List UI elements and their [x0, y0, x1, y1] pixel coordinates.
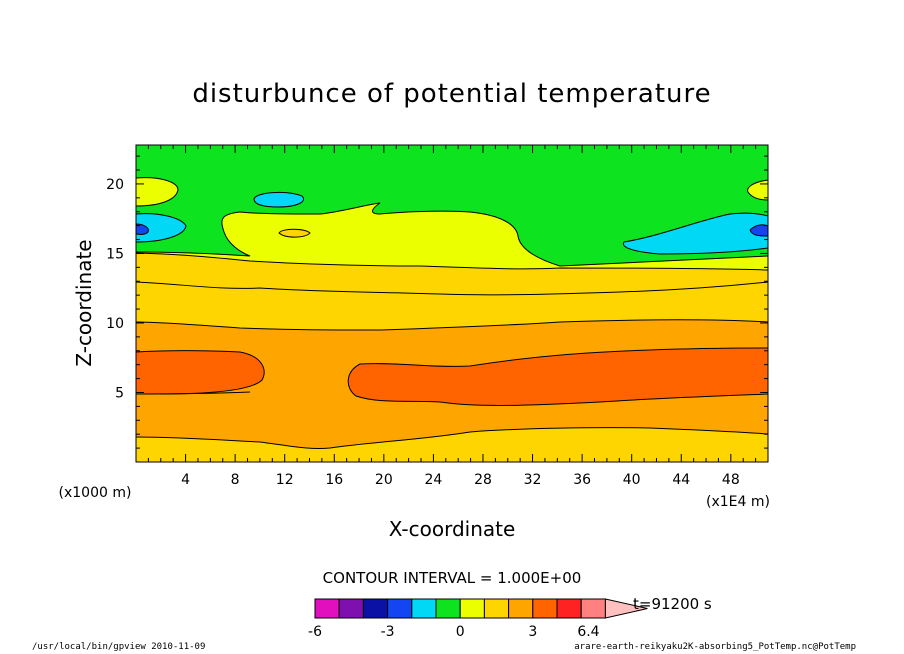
y-tick-label: 20	[106, 177, 124, 193]
x-scale-note: (x1E4 m)	[706, 494, 770, 510]
colorbar-label: 3	[528, 624, 537, 640]
contour-line	[623, 212, 769, 243]
plot-area	[135, 144, 769, 463]
contour-line	[359, 347, 769, 367]
x-tick-label: 40	[623, 472, 641, 488]
band-redorange-left	[136, 350, 265, 394]
contour-line	[135, 427, 769, 450]
colorbar: -6 -3 0 3 6.4	[308, 598, 648, 640]
blob-yellow-topright	[747, 180, 768, 200]
y-scale-note: (x1000 m)	[59, 485, 132, 501]
colorbar-arrow	[604, 598, 648, 619]
plot-frame	[135, 144, 769, 463]
blob-cyan-right	[623, 213, 768, 254]
contour-interval-text: CONTOUR INTERVAL = 1.000E+00	[323, 569, 582, 587]
colorbar-box	[435, 598, 461, 619]
y-tick-label: 10	[106, 316, 124, 332]
x-tick-label: 48	[722, 472, 740, 488]
blob-cyan-top	[254, 192, 304, 207]
x-tick-label: 4	[181, 472, 190, 488]
x-tick-label: 32	[524, 472, 542, 488]
x-tick-label: 20	[375, 472, 393, 488]
x-tick-label: 12	[276, 472, 294, 488]
contour-line	[135, 177, 179, 207]
colorbar-box	[411, 598, 437, 619]
contour-line	[135, 252, 769, 271]
colorbar-label: 6.4	[577, 624, 599, 640]
contour-line	[747, 179, 769, 201]
x-tick-label: 16	[325, 472, 343, 488]
x-tick-label: 36	[573, 472, 591, 488]
contour-line	[622, 241, 769, 255]
contour-line	[278, 228, 311, 238]
blob-cyan-left	[136, 213, 186, 242]
contour-line	[135, 213, 187, 243]
colorbar-box	[459, 598, 485, 619]
x-axis: 4 8 12 16 20 24 28 32 36 40 44 48	[147, 145, 757, 488]
colorbar-box	[314, 598, 340, 619]
colorbar-box	[338, 598, 364, 619]
colorbar-label: -3	[381, 624, 395, 640]
blob-blue-right	[750, 224, 768, 236]
band-green	[136, 145, 768, 266]
blob-orange-small	[279, 229, 310, 238]
footer-left: /usr/local/bin/gpview 2010-11-09	[32, 642, 206, 652]
contour-line	[135, 281, 769, 296]
colorbar-box	[387, 598, 413, 619]
x-tick-label: 28	[474, 472, 492, 488]
colorbar-box	[508, 598, 534, 619]
colorbar-label: 0	[456, 624, 465, 640]
blob-yellow-topleft	[136, 177, 178, 206]
x-axis-label: X-coordinate	[389, 517, 516, 541]
colorbar-box	[362, 598, 389, 619]
y-tick-label: 5	[115, 385, 124, 401]
chart-title: disturbunce of potential temperature	[192, 79, 711, 109]
contour-line	[135, 350, 265, 395]
contour-line	[347, 363, 769, 406]
contour-line	[135, 223, 149, 235]
y-axis: 5 10 15 20	[106, 155, 768, 449]
colorbar-label: -6	[308, 624, 322, 640]
contour-line	[253, 191, 304, 208]
contour-line	[135, 202, 769, 267]
y-axis-label: Z-coordinate	[72, 239, 96, 366]
footer-right: arare-earth-reikyaku2K-absorbing5_PotTem…	[574, 642, 856, 652]
y-tick-label: 15	[106, 246, 124, 262]
colorbar-box	[532, 598, 558, 619]
contour-lines	[135, 177, 769, 450]
colorbar-box	[580, 598, 606, 619]
x-tick-label: 8	[231, 472, 240, 488]
time-label: t=91200 s	[633, 595, 712, 613]
band-redorange-right	[348, 348, 768, 406]
x-tick-label: 24	[424, 472, 442, 488]
x-tick-label: 44	[672, 472, 690, 488]
colorbar-box	[483, 598, 510, 619]
contour-line	[135, 319, 769, 331]
colorbar-box	[556, 598, 582, 619]
